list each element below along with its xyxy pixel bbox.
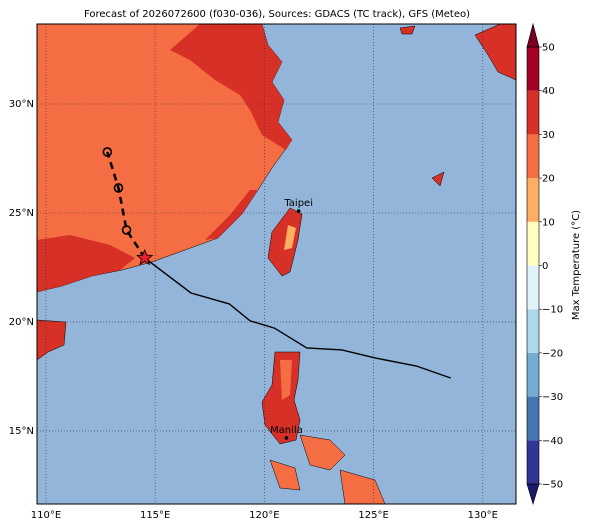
colorbar-band <box>527 309 539 353</box>
forecast-line <box>106 151 146 259</box>
city-marker <box>296 209 301 213</box>
colorbar-tick-label: 30 <box>542 130 555 141</box>
map-area: Taipei Manila <box>37 24 516 504</box>
colorbar-tick-label: 40 <box>542 86 555 97</box>
korea <box>474 24 516 81</box>
colorbar-label: Max Temperature (°C) <box>571 210 582 320</box>
taiwan-highland <box>284 225 296 250</box>
colorbar-tick-label: −20 <box>542 348 563 359</box>
map-frame <box>36 23 517 505</box>
colorbar-tick-label: 50 <box>542 43 555 54</box>
city-label: Manila <box>270 425 303 436</box>
colorbar-band <box>527 134 539 179</box>
axes: 110°E 115°E 120°E 125°E 130°E 15°N 20°N 25°N 30°… <box>9 99 498 521</box>
x-tick-label: 115°E <box>140 510 170 521</box>
track-line <box>144 257 451 379</box>
warm-region <box>205 190 258 240</box>
city-marker <box>284 436 289 440</box>
colorbar: −50 −40 −30 −20 −10 0 10 20 30 40 50 <box>526 22 563 506</box>
colorbar-band <box>527 90 539 135</box>
colorbar-band <box>527 265 539 310</box>
warm-region <box>170 24 292 150</box>
hainan <box>37 319 67 361</box>
colorbar-tick-label: −40 <box>542 436 563 447</box>
forecast-point <box>121 225 132 235</box>
luzon-interior <box>280 360 292 400</box>
colorbar-tick-label: 0 <box>542 261 548 272</box>
colorbar-tick-label: −10 <box>542 305 563 316</box>
taiwan <box>267 207 303 277</box>
colorbar-under <box>526 483 540 506</box>
x-tick-label: 130°E <box>468 510 498 521</box>
small-islands <box>399 25 445 187</box>
colorbar-band <box>527 440 539 484</box>
colorbar-band <box>527 221 539 266</box>
forecast-point <box>102 147 113 157</box>
colorbar-tick-label: 20 <box>542 174 555 185</box>
y-tick-label: 20°N <box>9 317 34 328</box>
x-tick-label: 125°E <box>358 510 388 521</box>
colorbar-tick-label: 10 <box>542 217 555 228</box>
forecast-point <box>113 183 124 193</box>
philippine-islands <box>269 434 386 504</box>
colorbar-band <box>527 47 539 91</box>
grid <box>37 24 516 504</box>
y-tick-label: 25°N <box>9 208 34 219</box>
x-tick-label: 110°E <box>31 510 61 521</box>
city-label: Taipei <box>283 198 313 209</box>
colorbar-band <box>527 178 539 222</box>
y-tick-label: 15°N <box>9 426 34 437</box>
colorbar-over <box>526 22 540 48</box>
overlay: Taipei Manila <box>102 147 451 440</box>
colorbar-band <box>527 396 539 441</box>
colorbar-tick-label: −50 <box>542 480 563 491</box>
y-tick-label: 30°N <box>9 99 34 110</box>
colorbar-tick-label: −30 <box>542 392 563 403</box>
current-position <box>136 248 154 266</box>
colorbar-band <box>527 352 539 397</box>
warm-region <box>37 235 135 292</box>
map-title: Forecast of 2026072600 (f030-036), Sourc… <box>84 9 470 20</box>
x-tick-label: 120°E <box>249 510 279 521</box>
